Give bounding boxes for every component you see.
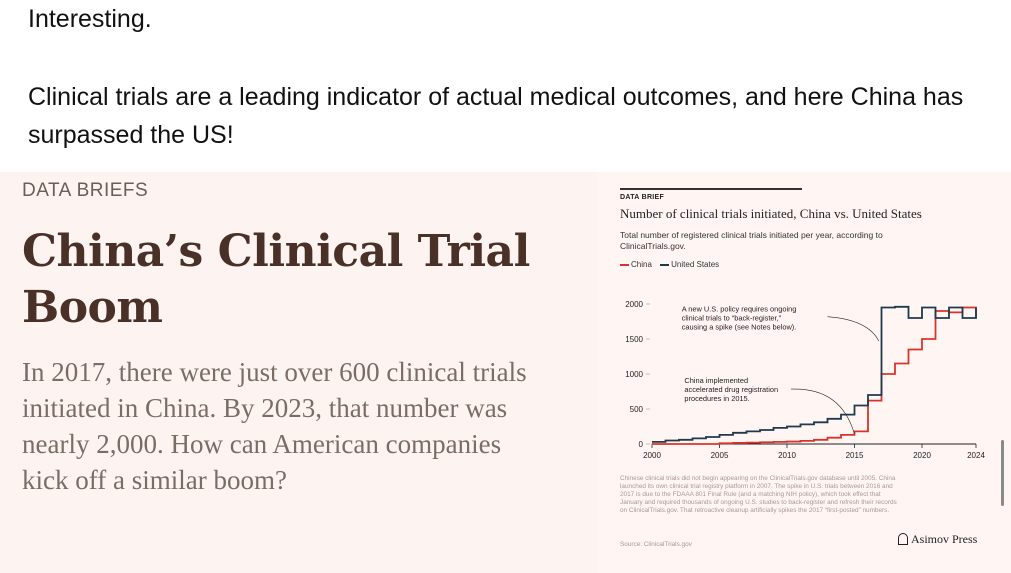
scrollbar[interactable] — [1001, 440, 1004, 506]
panel-kicker: DATA BRIEF — [620, 194, 665, 201]
annotation-us-line: causing a spike (see Notes below). — [682, 323, 797, 332]
post-text: Interesting. Clinical trials are a leadi… — [28, 0, 998, 154]
line-chart: 0 500 1000 1500 2000 2000 2005 2010 2015 2020 2024… — [625, 300, 985, 460]
x-tick-label: 2015 — [846, 451, 864, 460]
chart-panel: DATA BRIEF Number of clinical trials ini… — [598, 172, 1011, 573]
x-tick-label: 2010 — [778, 451, 796, 460]
china-series-line — [652, 306, 977, 445]
chart-title: Number of clinical trials initiated, Chi… — [620, 206, 922, 221]
us-series-line — [652, 305, 977, 443]
brand[interactable]: Asimov Press — [898, 532, 977, 547]
article-kicker: DATA BRIEFS — [22, 180, 149, 201]
legend-swatch-china — [620, 263, 629, 266]
legend-label-us: United States — [671, 260, 720, 269]
article-card[interactable]: DATA BRIEFS China’s Clinical Trial Boom … — [0, 172, 1011, 573]
annotation-us-line: clinical trials to “back-register,” — [682, 314, 782, 323]
annotation-us-line: A new U.S. policy requires ongoing — [682, 305, 797, 314]
annotation-china-pointer — [791, 388, 855, 435]
panel-rule — [620, 188, 802, 190]
annotation-china-line: procedures in 2015. — [684, 394, 749, 403]
chart-source: Source: ClinicalTrials.gov — [620, 541, 692, 548]
spacer — [28, 38, 998, 78]
article-text: DATA BRIEFS China’s Clinical Trial Boom … — [22, 180, 582, 498]
legend-swatch-us — [660, 263, 670, 266]
chart-subtitle: Total number of registered clinical tria… — [620, 230, 883, 251]
x-tick-label: 2024 — [967, 451, 985, 460]
y-tick-label: 500 — [630, 405, 644, 414]
chart-legend: China United States — [620, 260, 725, 269]
brand-label: Asimov Press — [911, 532, 978, 546]
x-tick-label: 2020 — [913, 451, 931, 460]
article-dek: In 2017, there were just over 600 clinic… — [22, 357, 527, 495]
annotation-us-pointer — [827, 316, 880, 342]
x-tick-label: 2000 — [643, 451, 661, 460]
legend-label-china: China — [631, 260, 652, 269]
asimov-logo-icon — [898, 533, 908, 545]
y-tick-label: 0 — [639, 440, 644, 449]
x-tick-label: 2005 — [711, 451, 729, 460]
annotation-china-line: accelerated drug registration — [684, 385, 778, 394]
post-line-2: Clinical trials are a leading indicator … — [28, 83, 964, 149]
chart-notes: Chinese clinical trials did not begin ap… — [620, 475, 897, 515]
legend-item-china: China — [620, 260, 652, 269]
y-tick-label: 1000 — [625, 370, 643, 379]
y-tick-label: 1500 — [625, 335, 643, 344]
annotation-china-line: China implemented — [684, 376, 748, 385]
legend-item-us: United States — [660, 260, 719, 269]
article-headline: China’s Clinical Trial Boom — [22, 226, 530, 333]
post-line-1: Interesting. — [28, 5, 152, 33]
y-tick-label: 2000 — [625, 300, 643, 309]
